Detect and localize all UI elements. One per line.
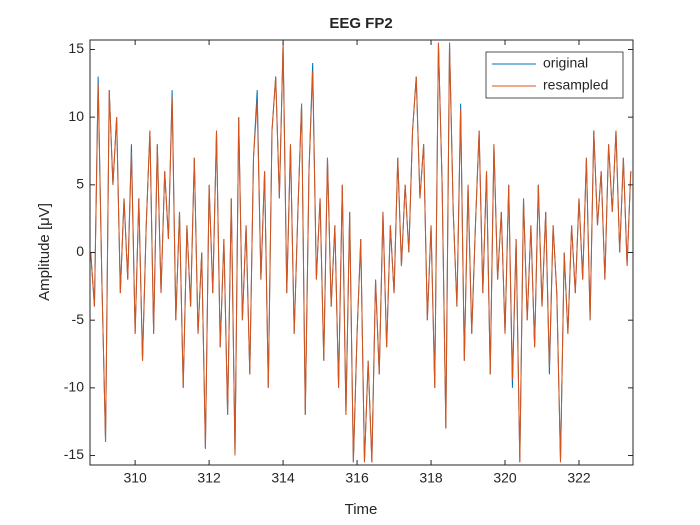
series-group (90, 42, 632, 463)
y-tick-label: -5 (72, 311, 85, 327)
x-tick-label: 314 (271, 470, 295, 486)
legend: original resampled (485, 51, 624, 99)
x-tick-label: 322 (567, 470, 591, 486)
series-line (90, 42, 632, 463)
y-tick-label: 15 (68, 40, 84, 56)
x-tick-label: 312 (197, 470, 221, 486)
y-axis-label: Amplitude [μV] (36, 203, 53, 301)
y-tick-label: 0 (76, 243, 84, 259)
y-tick-label: 5 (76, 176, 84, 192)
x-tick-label: 320 (493, 470, 517, 486)
legend-label: resampled (543, 77, 608, 93)
legend-box (485, 51, 624, 99)
x-tick-label: 318 (419, 470, 443, 486)
y-tick-label: -10 (64, 379, 84, 395)
y-tick-label: -15 (64, 446, 84, 462)
y-tick-label: 10 (68, 108, 84, 124)
x-tick-label: 316 (345, 470, 369, 486)
chart-title: EEG FP2 (329, 15, 392, 32)
legend-label: original (543, 55, 588, 71)
x-axis-label: Time (345, 501, 378, 518)
x-tick-label: 310 (123, 470, 147, 486)
